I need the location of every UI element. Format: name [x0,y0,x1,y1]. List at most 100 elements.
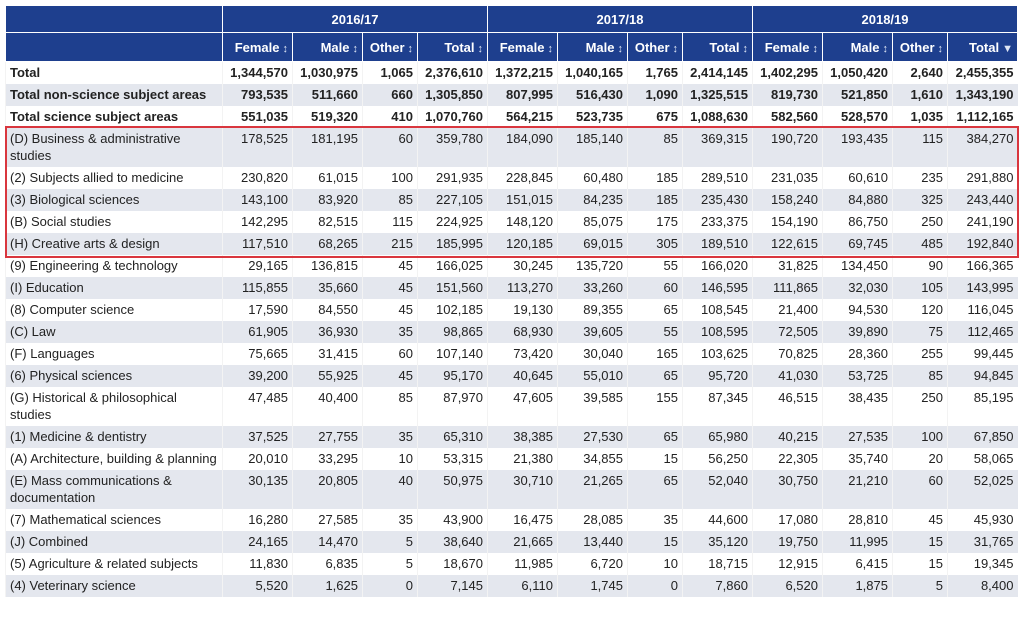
cell-other: 10 [362,448,418,470]
cell-female: 75,665 [222,343,293,365]
sort-icon[interactable]: ↕ [407,42,414,55]
column-label: Male [320,39,350,55]
cell-other: 250 [892,387,948,426]
cell-other: 90 [892,255,948,277]
cell-female: 154,190 [752,211,823,233]
cell-female: 184,090 [487,128,558,167]
cell-other: 305 [627,233,683,255]
cell-total: 146,595 [682,277,753,299]
cell-other: 45 [362,299,418,321]
cell-total: 224,925 [417,211,488,233]
sort-header-female[interactable]: Female ↕ [752,32,823,62]
sort-header-female[interactable]: Female ↕ [487,32,558,62]
sort-header-other[interactable]: Other ↕ [627,32,683,62]
table-row: (A) Architecture, building & planning 20,… [5,448,1018,470]
cell-female: 30,750 [752,470,823,509]
sort-icon[interactable]: ↕ [742,42,749,55]
cell-male: 6,415 [822,553,893,575]
sort-header-male[interactable]: Male ↕ [292,32,363,62]
cell-male: 61,015 [292,167,363,189]
column-label: Total [709,39,740,55]
cell-total: 35,120 [682,531,753,553]
cell-male: 39,890 [822,321,893,343]
cell-other: 60 [627,277,683,299]
cell-other: 45 [362,255,418,277]
row-label: (G) Historical & philosophical studies [5,387,223,426]
cell-other: 100 [362,167,418,189]
cell-female: 61,905 [222,321,293,343]
sort-icon[interactable]: ↕ [352,42,359,55]
cell-male: 94,530 [822,299,893,321]
sort-icon[interactable]: ↕ [477,42,484,55]
cell-male: 20,805 [292,470,363,509]
sort-icon[interactable]: ↕ [812,42,819,55]
sort-icon[interactable]: ↕ [617,42,624,55]
cell-other: 20 [892,448,948,470]
column-header-row: Female ↕ Male ↕ Other ↕ Total ↕ Female ↕ Male ↕ Othe… [5,32,1018,62]
cell-male: 68,265 [292,233,363,255]
cell-female: 68,930 [487,321,558,343]
sort-header-total[interactable]: Total ↕ [417,32,488,62]
cell-total: 52,040 [682,470,753,509]
table-row: (J) Combined 24,165 14,470 5 38,640 21,665 13,… [5,531,1018,553]
table-row: Total non-science subject areas 793,535 51… [5,84,1018,106]
cell-total: 143,995 [947,277,1018,299]
sort-icon[interactable]: ↕ [282,42,289,55]
cell-other: 0 [362,575,418,597]
cell-other: 410 [362,106,418,128]
sort-icon[interactable]: ↕ [882,42,889,55]
cell-total: 50,975 [417,470,488,509]
cell-male: 83,920 [292,189,363,211]
cell-female: 29,165 [222,255,293,277]
cell-total: 1,325,515 [682,84,753,106]
sort-header-total[interactable]: Total ▼ [947,32,1018,62]
cell-total: 45,930 [947,509,1018,531]
cell-male: 185,140 [557,128,628,167]
cell-male: 135,720 [557,255,628,277]
sort-header-total[interactable]: Total ↕ [682,32,753,62]
cell-male: 21,265 [557,470,628,509]
cell-other: 35 [362,509,418,531]
cell-other: 40 [362,470,418,509]
cell-other: 100 [892,426,948,448]
row-label: (8) Computer science [5,299,223,321]
sort-icon[interactable]: ↕ [937,42,944,55]
row-label: (5) Agriculture & related subjects [5,553,223,575]
sort-icon[interactable]: ↕ [547,42,554,55]
sort-header-male[interactable]: Male ↕ [822,32,893,62]
cell-male: 33,295 [292,448,363,470]
sort-icon[interactable]: ↕ [672,42,679,55]
table-row: (I) Education 115,855 35,660 45 151,560 113,2… [5,277,1018,299]
cell-total: 166,020 [682,255,753,277]
table-row: (2) Subjects allied to medicine 230,820 61… [5,167,1018,189]
cell-female: 17,590 [222,299,293,321]
cell-female: 6,110 [487,575,558,597]
cell-total: 44,600 [682,509,753,531]
cell-male: 32,030 [822,277,893,299]
year-header: 2017/18 [487,5,753,33]
cell-female: 30,245 [487,255,558,277]
cell-total: 85,195 [947,387,1018,426]
cell-other: 10 [627,553,683,575]
cell-total: 95,170 [417,365,488,387]
cell-female: 564,215 [487,106,558,128]
sort-header-other[interactable]: Other ↕ [362,32,418,62]
cell-male: 30,040 [557,343,628,365]
cell-total: 233,375 [682,211,753,233]
cell-male: 1,875 [822,575,893,597]
cell-male: 53,725 [822,365,893,387]
cell-other: 60 [362,343,418,365]
cell-total: 56,250 [682,448,753,470]
cell-male: 39,585 [557,387,628,426]
cell-female: 582,560 [752,106,823,128]
cell-total: 67,850 [947,426,1018,448]
cell-other: 35 [362,426,418,448]
cell-female: 21,380 [487,448,558,470]
sort-header-male[interactable]: Male ↕ [557,32,628,62]
column-label: Female [234,39,280,55]
sort-header-other[interactable]: Other ↕ [892,32,948,62]
sort-desc-icon[interactable]: ▼ [1002,42,1013,55]
cell-male: 28,085 [557,509,628,531]
sort-header-female[interactable]: Female ↕ [222,32,293,62]
cell-male: 519,320 [292,106,363,128]
